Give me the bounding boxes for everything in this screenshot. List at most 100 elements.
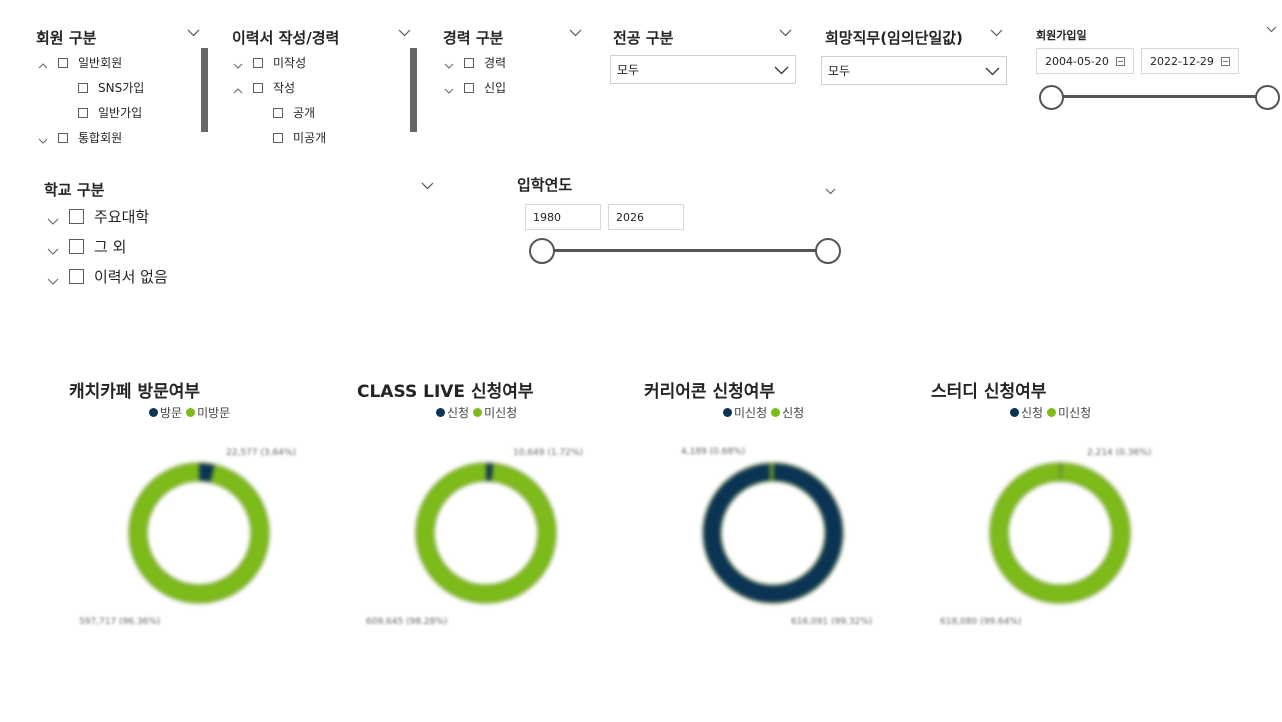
chart-title: 커리어콘 신청여부 — [644, 382, 776, 402]
donut-slice[interactable] — [415, 462, 557, 604]
legend-item[interactable]: 신청 — [436, 404, 469, 421]
data-label: 2,214 (0.36%) — [1087, 448, 1152, 458]
resume-item[interactable]: 미작성 — [233, 54, 306, 71]
admission-year-slicer-title: 입학연도 — [517, 176, 573, 194]
legend-item[interactable]: 미방문 — [186, 404, 230, 421]
chart-legend: 방문 미방문 — [149, 404, 234, 421]
legend-item[interactable]: 방문 — [149, 404, 182, 421]
school-item[interactable]: 주요대학 — [47, 206, 149, 227]
admission-year-end-value: 2026 — [616, 210, 644, 224]
checkbox[interactable] — [273, 132, 283, 143]
legend-item[interactable]: 미신청 — [473, 404, 517, 421]
calendar-icon[interactable] — [1116, 57, 1125, 66]
checkbox[interactable] — [78, 107, 88, 118]
chart-legend: 신청 미신청 — [1010, 404, 1095, 421]
signup-date-slider-end-handle[interactable] — [1255, 85, 1280, 110]
resume-item[interactable]: 미공개 — [273, 129, 326, 146]
checkbox[interactable] — [464, 57, 474, 68]
checkbox[interactable] — [69, 269, 84, 284]
school-slicer-title: 학교 구분 — [44, 181, 105, 199]
school-chevron-down-icon[interactable] — [421, 182, 435, 192]
major-dropdown-value: 모두 — [617, 63, 640, 77]
resume-item-label: 미공개 — [293, 131, 327, 145]
donut-slice[interactable] — [702, 462, 844, 604]
admission-year-start-input[interactable]: 1980 — [525, 204, 601, 230]
resume-item-label: 공개 — [293, 106, 316, 120]
member-type-item[interactable]: 통합회원 — [38, 129, 122, 146]
legend-dot-icon — [186, 408, 196, 417]
chevron-down-icon[interactable] — [444, 84, 454, 94]
checkbox[interactable] — [78, 82, 88, 93]
resume-chevron-down-icon[interactable] — [398, 29, 412, 39]
career-item[interactable]: 신입 — [444, 79, 506, 96]
member-type-item[interactable]: SNS가입 — [78, 79, 144, 96]
member-type-item[interactable]: 일반가입 — [78, 104, 142, 121]
major-dropdown[interactable]: 모두 — [610, 55, 796, 84]
legend-item[interactable]: 신청 — [771, 404, 804, 421]
calendar-icon[interactable] — [1221, 57, 1230, 66]
data-label: 4,189 (0.68%) — [681, 447, 746, 457]
checkbox[interactable] — [69, 239, 84, 254]
admission-year-slider-start-handle[interactable] — [529, 238, 555, 264]
legend-dot-icon — [436, 408, 445, 417]
admission-year-slider-end-handle[interactable] — [815, 238, 841, 264]
admission-year-chevron-down-icon[interactable] — [825, 188, 839, 198]
admission-year-slider-track[interactable] — [541, 249, 827, 252]
desired-job-dropdown[interactable]: 모두 — [821, 56, 1007, 85]
chevron-down-icon[interactable] — [47, 212, 59, 225]
checkbox[interactable] — [464, 82, 474, 93]
signup-end-date-input[interactable]: 2022-12-29 — [1141, 48, 1239, 74]
chart-title: CLASS LIVE 신청여부 — [357, 382, 534, 402]
legend-item[interactable]: 미신청 — [723, 404, 767, 421]
career-item[interactable]: 경력 — [444, 54, 506, 71]
donut-chart[interactable] — [980, 453, 1140, 613]
member-type-chevron-down-icon[interactable] — [187, 29, 201, 39]
signup-end-date-value: 2022-12-29 — [1150, 54, 1214, 68]
resume-scrollbar[interactable] — [410, 48, 417, 132]
chevron-down-icon[interactable] — [47, 272, 59, 285]
signup-date-slider-track[interactable] — [1050, 95, 1268, 98]
chevron-down-icon[interactable] — [47, 242, 59, 255]
donut-chart[interactable] — [693, 453, 853, 613]
chevron-down-icon[interactable] — [233, 59, 243, 69]
resume-item[interactable]: 작성 — [233, 79, 295, 96]
chart-legend: 미신청 신청 — [723, 404, 808, 421]
career-chevron-down-icon[interactable] — [569, 29, 583, 39]
checkbox[interactable] — [58, 132, 68, 143]
donut-slice[interactable] — [128, 462, 270, 604]
desired-job-chevron-down-icon[interactable] — [990, 29, 1004, 39]
school-item-label: 이력서 없음 — [94, 268, 168, 286]
checkbox[interactable] — [58, 57, 68, 68]
legend-item[interactable]: 신청 — [1010, 404, 1043, 421]
legend-label: 미신청 — [734, 406, 768, 420]
school-item[interactable]: 이력서 없음 — [47, 266, 168, 287]
resume-item[interactable]: 공개 — [273, 104, 315, 121]
chevron-down-icon — [774, 64, 789, 78]
member-type-scrollbar[interactable] — [201, 48, 208, 132]
chevron-down-icon[interactable] — [444, 59, 454, 69]
signup-start-date-input[interactable]: 2004-05-20 — [1036, 48, 1134, 74]
major-chevron-down-icon[interactable] — [779, 29, 793, 39]
data-label: 22,577 (3.64%) — [226, 448, 296, 458]
donut-chart[interactable] — [406, 453, 566, 613]
checkbox[interactable] — [253, 57, 263, 68]
data-label: 10,649 (1.72%) — [513, 448, 583, 458]
legend-dot-icon — [1047, 408, 1057, 417]
chevron-up-icon[interactable] — [38, 59, 48, 68]
donut-chart[interactable] — [119, 453, 279, 613]
donut-slice[interactable] — [989, 462, 1131, 604]
member-type-item-label: 일반회원 — [78, 56, 123, 70]
member-type-item-label: 일반가입 — [98, 106, 143, 120]
school-item[interactable]: 그 외 — [47, 236, 126, 257]
signup-date-slider-start-handle[interactable] — [1039, 85, 1064, 110]
legend-item[interactable]: 미신청 — [1047, 404, 1091, 421]
chevron-down-icon[interactable] — [38, 134, 48, 144]
member-type-item[interactable]: 일반회원 — [38, 54, 122, 71]
chevron-up-icon[interactable] — [233, 84, 243, 93]
admission-year-end-input[interactable]: 2026 — [608, 204, 684, 230]
checkbox[interactable] — [253, 82, 263, 93]
donut-slice[interactable] — [769, 462, 774, 482]
signup-date-chevron-down-icon[interactable] — [1266, 26, 1280, 36]
checkbox[interactable] — [273, 107, 283, 118]
checkbox[interactable] — [69, 209, 84, 224]
